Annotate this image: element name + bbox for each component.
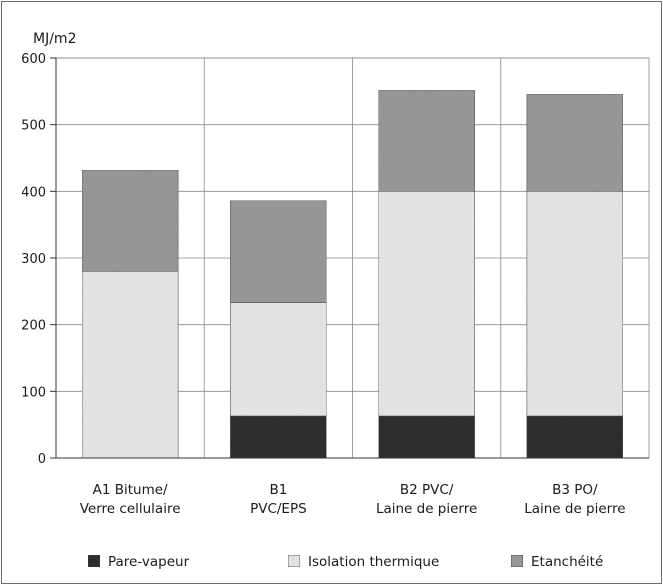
legend-swatch [287,554,301,568]
legend-item: Pare-vapeur [87,554,190,570]
bars [81,89,624,459]
y-tick-label: 500 [21,119,46,134]
bar-segment [378,415,475,459]
y-tick-label: 0 [38,452,46,467]
bar-segment [378,191,475,417]
y-tick-label: 400 [21,185,46,200]
y-tick-label: 300 [21,252,46,267]
legend: Pare-vapeur Isolation thermique Etanchéité [87,554,603,570]
legend-label: Pare-vapeur [108,554,190,570]
legend-swatch [87,554,101,568]
y-tick-label: 100 [21,385,46,400]
x-tick-labels: A1 Bitume/Verre cellulaire B1 PVC/EPS B2 PV… [80,482,626,517]
x-tick-label: B2 PVC/ [400,482,454,498]
legend-label: Etanchéité [531,554,603,570]
x-tick-label: Verre cellulaire [80,501,181,517]
y-axis-label: MJ/m2 [33,31,76,47]
y-tick-label: 600 [21,52,46,67]
bar-segment [526,415,624,459]
legend-item: Etanchéité [510,554,603,570]
bar-segment [81,169,179,272]
bar-segment [526,191,624,417]
bar-segment [526,93,624,192]
x-tick-label: Laine de pierre [524,501,625,517]
legend-swatch [510,554,524,568]
x-tick-label: B3 PO/ [552,482,598,498]
bar-segment [378,89,475,192]
bar-segment [81,271,179,459]
legend-label: Isolation thermique [308,554,439,570]
x-tick-label: PVC/EPS [250,501,307,517]
bar-segment [230,415,327,459]
x-tick-label: A1 Bitume/ [93,482,168,498]
y-tick-labels: 0 100 200 300 400 500 600 [21,52,46,467]
y-tick-label: 200 [21,319,46,334]
legend-item: Isolation thermique [287,554,439,570]
axes [50,57,649,459]
bar-segment [230,200,327,303]
x-tick-label: Laine de pierre [376,501,477,517]
x-tick-label: B1 [269,482,287,498]
bar-segment [230,302,327,417]
